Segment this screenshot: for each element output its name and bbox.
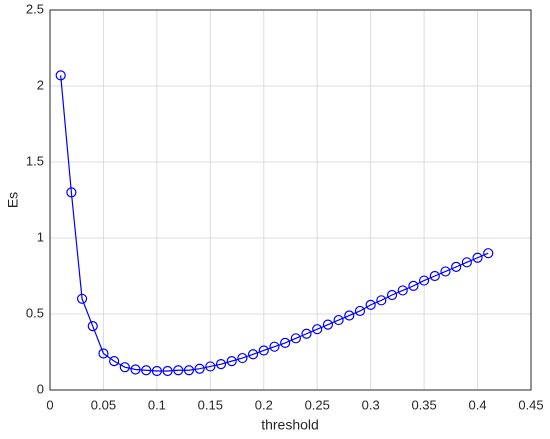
- data-point: [344, 310, 355, 321]
- y-tick-label: 2: [37, 77, 44, 92]
- data-point: [226, 356, 237, 367]
- data-point: [440, 266, 451, 277]
- data-point: [312, 324, 323, 335]
- data-point: [55, 70, 66, 81]
- data-point: [173, 365, 184, 376]
- data-point: [461, 257, 472, 268]
- y-tick-label: 2.5: [26, 1, 44, 16]
- y-tick-label: 1: [37, 229, 44, 244]
- data-point: [419, 275, 430, 286]
- data-point: [408, 280, 419, 291]
- x-tick-label: 0.45: [518, 397, 543, 412]
- series-line: [60, 75, 489, 372]
- data-point: [290, 333, 301, 344]
- data-point: [269, 341, 280, 352]
- data-point: [247, 349, 259, 360]
- data-point: [397, 285, 408, 296]
- data-point: [386, 289, 398, 301]
- x-tick-label: 0.3: [362, 397, 380, 412]
- y-axis-label: Es: [5, 192, 21, 208]
- data-point: [354, 305, 366, 317]
- x-tick-label: 0.05: [91, 397, 116, 412]
- data-point: [365, 299, 376, 310]
- data-point: [451, 261, 462, 272]
- data-point: [130, 364, 141, 375]
- data-point: [333, 314, 344, 326]
- data-point: [280, 337, 291, 348]
- data-point: [322, 319, 334, 330]
- data-point: [98, 348, 109, 359]
- data-point: [151, 365, 162, 377]
- y-tick-label: 0.5: [26, 305, 44, 320]
- data-point: [472, 252, 483, 263]
- x-tick-label: 0: [46, 397, 53, 412]
- plot-area: [50, 10, 531, 390]
- y-tick-label: 1.5: [26, 153, 44, 168]
- data-point: [205, 361, 216, 372]
- x-axis-label: threshold: [261, 417, 319, 433]
- data-point: [141, 365, 152, 376]
- data-point: [429, 270, 440, 282]
- data-point: [76, 293, 88, 304]
- data-point: [194, 363, 205, 374]
- x-tick-label: 0.35: [411, 397, 436, 412]
- data-point: [258, 345, 269, 356]
- y-tick-label: 0: [37, 381, 44, 396]
- x-tick-label: 0.2: [255, 397, 273, 412]
- data-point: [87, 321, 98, 332]
- data-point: [119, 362, 130, 373]
- data-point: [162, 365, 173, 377]
- x-tick-label: 0.15: [198, 397, 223, 412]
- data-point: [376, 295, 387, 306]
- data-point: [66, 187, 77, 198]
- x-tick-label: 0.25: [305, 397, 330, 412]
- data-point: [483, 248, 494, 259]
- x-tick-label: 0.4: [469, 397, 487, 412]
- plot-frame: [49, 9, 532, 391]
- data-point: [183, 365, 195, 376]
- data-point: [237, 352, 248, 364]
- data-point: [109, 356, 120, 367]
- data-point: [215, 359, 227, 370]
- x-tick-label: 0.1: [148, 397, 166, 412]
- data-point: [301, 328, 312, 339]
